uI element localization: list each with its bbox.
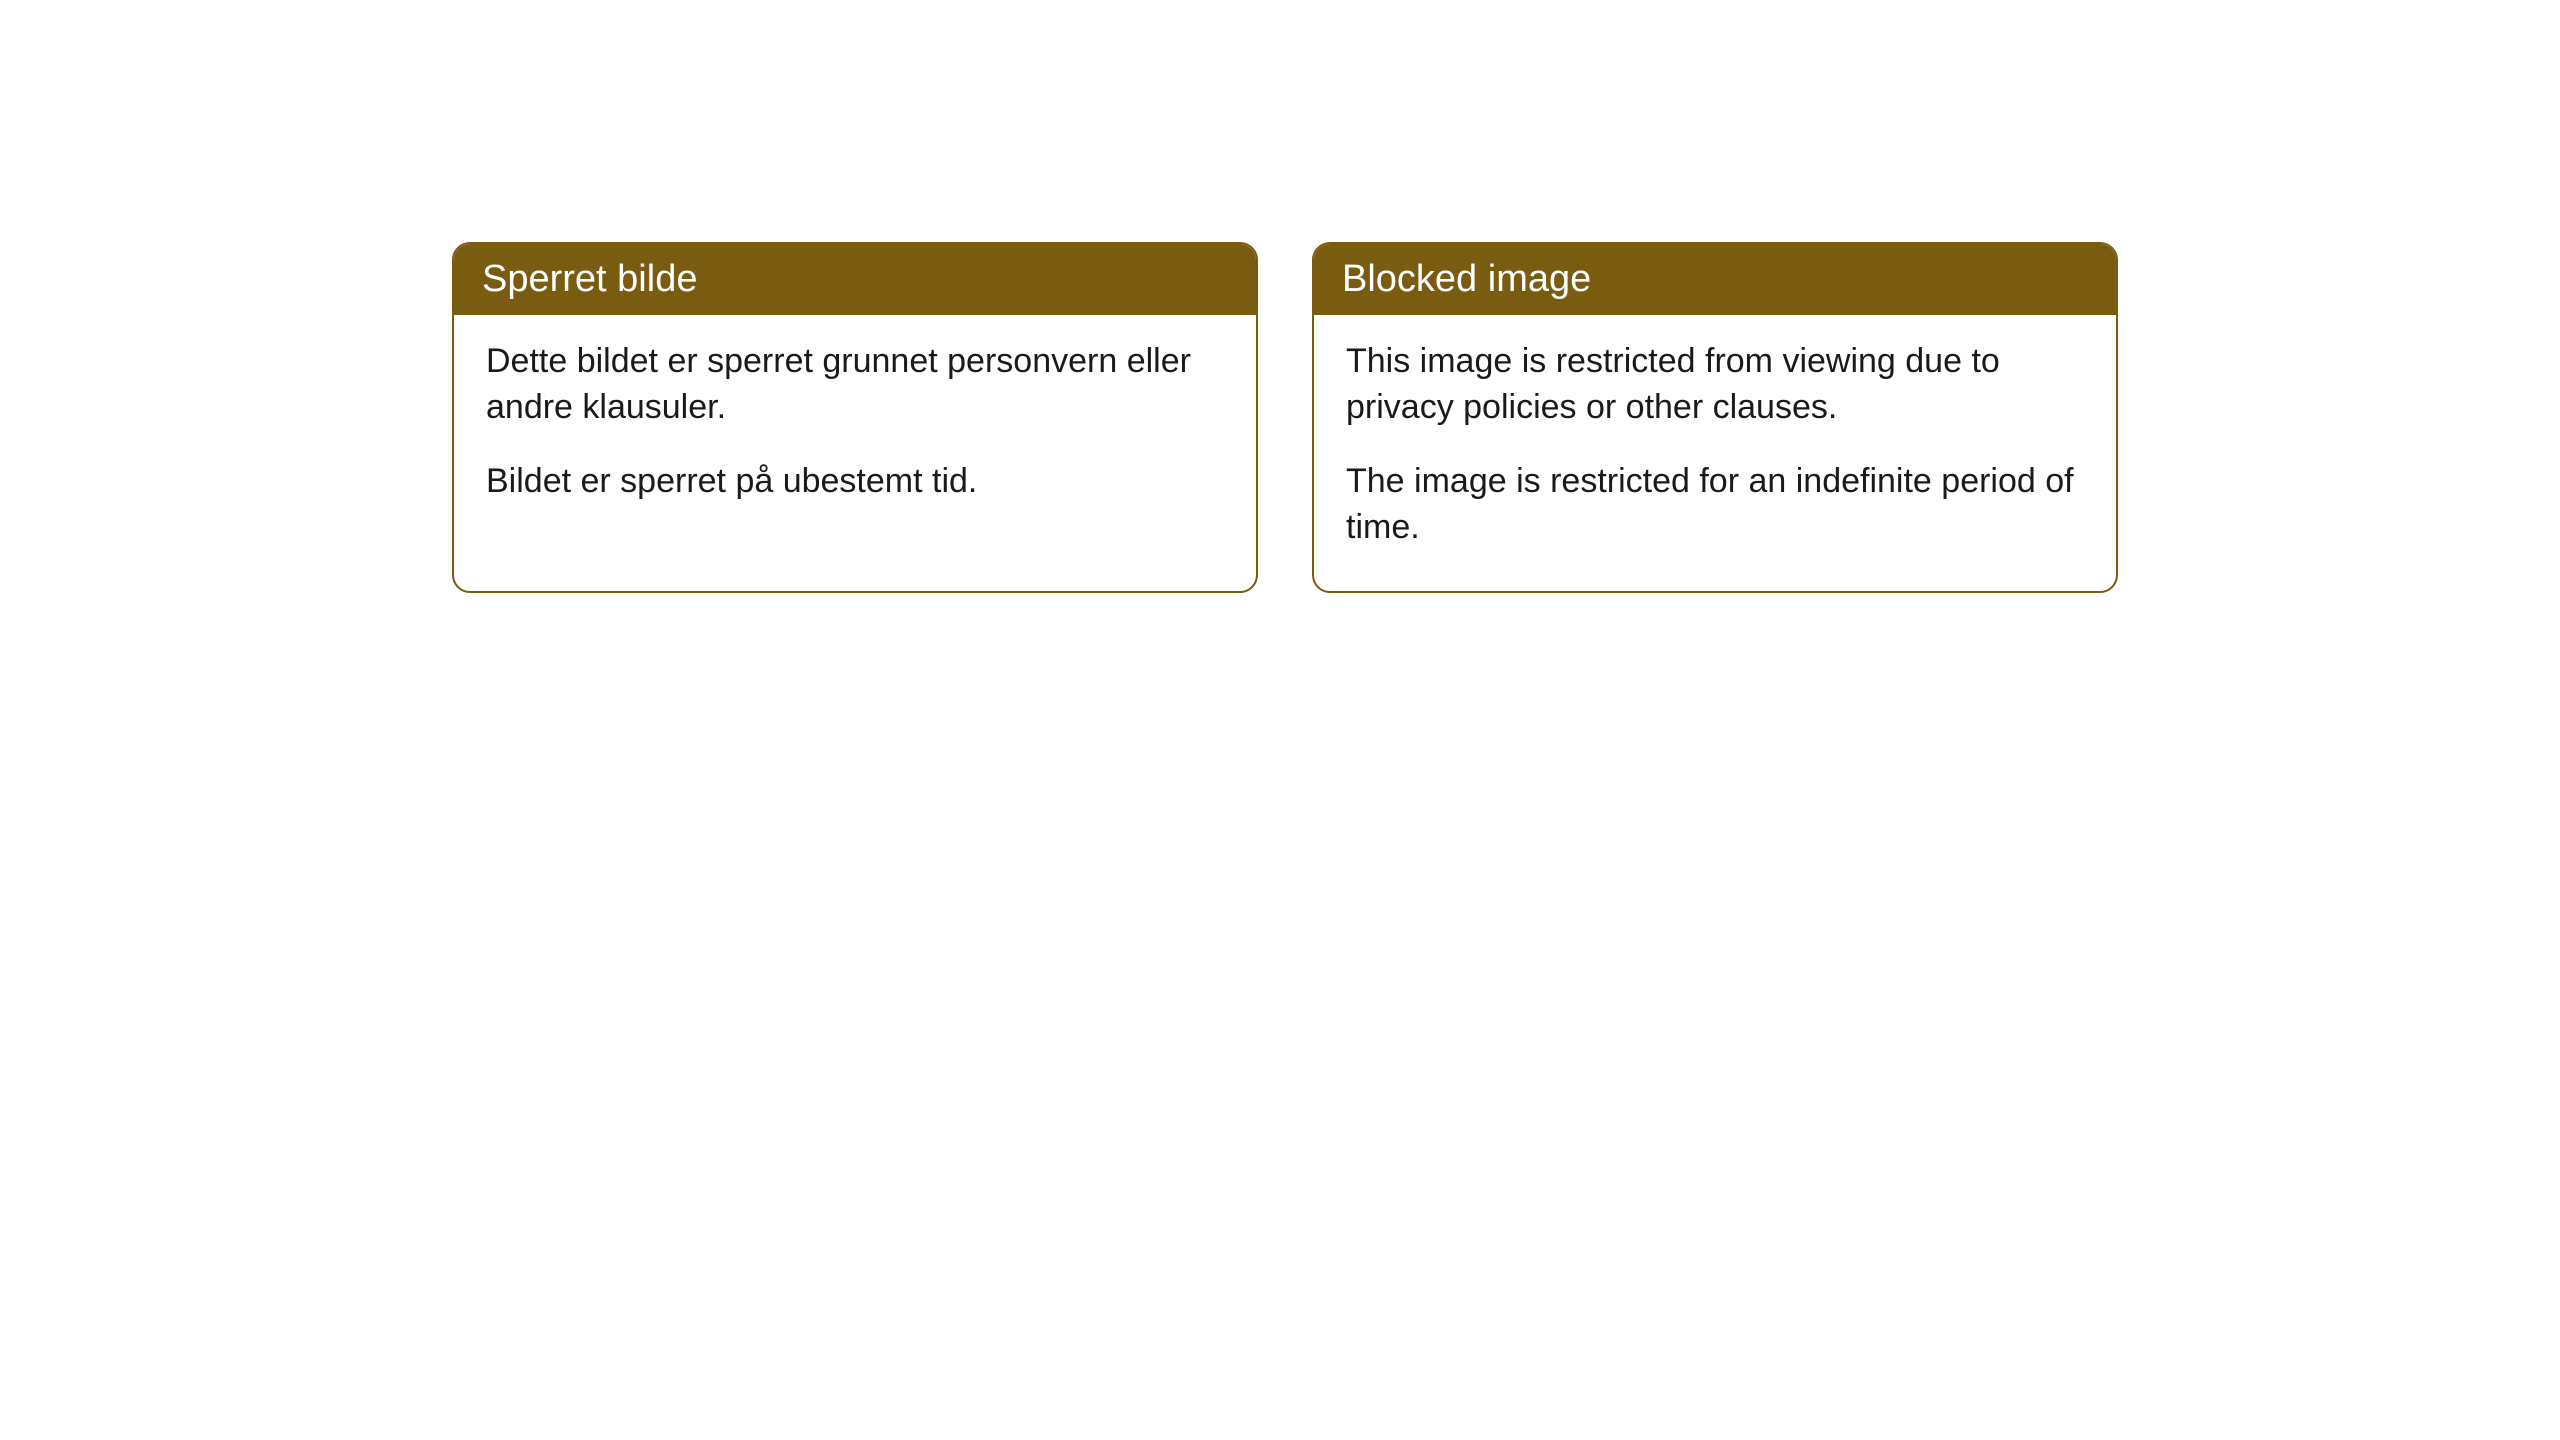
notice-card-header: Sperret bilde	[454, 244, 1256, 315]
notice-card-norwegian: Sperret bilde Dette bildet er sperret gr…	[452, 242, 1258, 593]
notice-card-title: Sperret bilde	[482, 258, 697, 300]
notice-card-body: This image is restricted from viewing du…	[1314, 315, 2116, 591]
notice-card-title: Blocked image	[1342, 258, 1591, 300]
notice-paragraph: This image is restricted from viewing du…	[1346, 339, 2084, 431]
notice-paragraph: Bildet er sperret på ubestemt tid.	[486, 459, 1224, 505]
notice-cards-container: Sperret bilde Dette bildet er sperret gr…	[452, 242, 2118, 593]
notice-card-body: Dette bildet er sperret grunnet personve…	[454, 315, 1256, 545]
notice-card-english: Blocked image This image is restricted f…	[1312, 242, 2118, 593]
notice-paragraph: The image is restricted for an indefinit…	[1346, 459, 2084, 551]
notice-card-header: Blocked image	[1314, 244, 2116, 315]
notice-paragraph: Dette bildet er sperret grunnet personve…	[486, 339, 1224, 431]
